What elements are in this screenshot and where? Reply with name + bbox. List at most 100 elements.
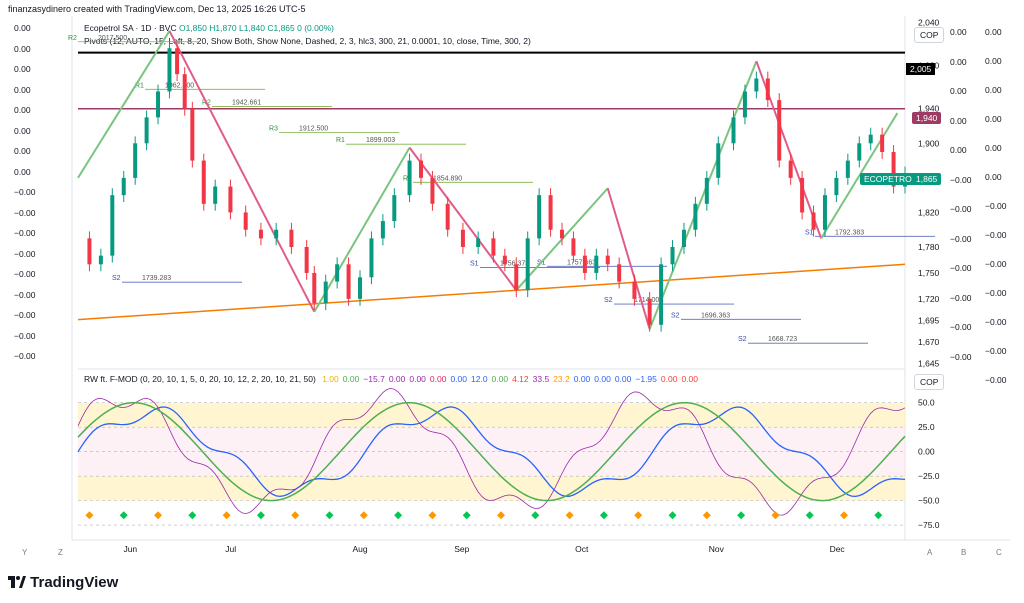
zigzag-segment [77, 30, 171, 179]
time-tick-label: Aug [352, 544, 367, 554]
pivots-legend[interactable]: Pivots (12, AUTO, 15, Left, 8, 20, Show … [84, 36, 531, 46]
oscillator-blue-line [77, 406, 906, 498]
signal-diamond [188, 511, 197, 520]
control-b[interactable]: B [961, 548, 967, 557]
outer-scale-label: −0.00 [985, 346, 1007, 356]
candle-body [548, 195, 553, 230]
oscillator-tick-label: 50.0 [918, 398, 935, 408]
outer-scale-label: 0.00 [985, 56, 1002, 66]
oscillator-value: −15.7 [363, 374, 385, 384]
candle-body [777, 100, 782, 161]
oscillator-value: 0.00 [409, 374, 426, 384]
candle-body [201, 160, 206, 204]
pivot-value: 1757.663 [567, 259, 596, 266]
oscillator-value: 0.00 [450, 374, 467, 384]
oscillator-value: 0.00 [429, 374, 447, 384]
candle-body [670, 247, 675, 265]
credit-line: finanzasydinero created with TradingView… [8, 4, 306, 14]
signal-diamond [119, 511, 128, 520]
zigzag-segment [313, 147, 411, 313]
outer-scale-label: −0.00 [14, 207, 36, 218]
control-c[interactable]: C [996, 548, 1002, 557]
outer-scale-label: −0.00 [950, 174, 972, 185]
outer-scale-label: −0.00 [14, 289, 36, 300]
oscillator-value: 0.00 [573, 374, 591, 384]
oscillator-tick-label: −25.0 [918, 471, 940, 481]
control-z[interactable]: Z [58, 548, 63, 557]
pivot-value: 1942.661 [232, 99, 261, 106]
signal-diamond [771, 511, 780, 520]
pink-level-badge: 1,940 [912, 112, 942, 124]
pivot-value: 1739.283 [142, 275, 171, 282]
tradingview-logo[interactable]: TradingView [8, 574, 118, 591]
pivot-value: 1668.723 [768, 336, 797, 343]
outer-scale-label: −0.00 [985, 317, 1007, 327]
signal-diamond [428, 511, 437, 520]
candle-body [525, 238, 530, 291]
outer-scale-label: −0.00 [985, 259, 1007, 269]
pivot-value: 2017.500 [98, 35, 127, 42]
pivot-value: 1696.363 [701, 312, 730, 319]
candle-body [392, 195, 397, 222]
oscillator-value: 0.00 [342, 374, 360, 384]
candle-body [312, 272, 317, 304]
candle-body [175, 48, 180, 75]
currency-button-lower[interactable]: COP [914, 374, 945, 390]
candle-body [133, 143, 138, 178]
candle-body [502, 255, 507, 265]
candle-body [167, 48, 172, 92]
candle-body [681, 229, 686, 248]
signal-diamond [805, 511, 814, 520]
outer-scale-label: 0.00 [985, 172, 1002, 182]
currency-button[interactable]: COP [914, 27, 945, 43]
oscillator-tick-label: −50.0 [918, 496, 940, 506]
symbol-legend[interactable]: Ecopetrol SA · 1D · BVC O1,850 H1,870 L1… [84, 23, 334, 33]
outer-scale-label: 0.00 [14, 43, 31, 54]
symbol-title: Ecopetrol SA · 1D · BVC [84, 23, 177, 33]
oscillator-value: 33.5 [532, 374, 550, 384]
candle-body [304, 247, 309, 273]
candle-body [258, 229, 263, 239]
oscillator-value: −1.95 [635, 374, 657, 384]
price-tick-label: 1,940 [918, 104, 940, 114]
pivot-value: 1792.383 [835, 229, 864, 236]
candle-body [445, 203, 450, 230]
signal-diamond [565, 511, 574, 520]
oscillator-value: 0.00 [681, 374, 698, 384]
oscillator-tick-label: 0.00 [918, 447, 935, 457]
outer-scale-label: 0.00 [985, 143, 1002, 153]
price-tick-label: 1,645 [918, 359, 940, 369]
candle-body [891, 151, 896, 187]
signal-diamond [462, 511, 471, 520]
outer-scale-label: −0.00 [14, 310, 36, 320]
signal-diamond [291, 511, 300, 520]
candle-body [87, 238, 92, 265]
time-tick-label: Sep [454, 544, 469, 554]
oscillator-legend[interactable]: RW ft. F-MOD (0, 20, 10, 1, 5, 0, 20, 10… [84, 374, 698, 384]
outer-scale-label: 0.00 [14, 125, 31, 136]
control-y[interactable]: Y [22, 548, 28, 557]
pivot-label: S2 [604, 297, 613, 304]
price-tick-label: 1,670 [918, 337, 940, 347]
candle-body [407, 160, 412, 196]
candle-body [418, 160, 423, 178]
pivot-label: S2 [738, 336, 747, 343]
time-tick-label: Nov [709, 544, 725, 554]
candle-body [380, 221, 385, 239]
candle-body [834, 177, 839, 196]
outer-scale-label: −0.00 [950, 263, 972, 273]
outer-scale-label: −0.00 [985, 288, 1007, 298]
candle-body [857, 143, 862, 161]
outer-scale-label: 0.00 [14, 105, 31, 115]
outer-scale-label: 0.00 [985, 114, 1002, 124]
outer-scale-label: 0.00 [950, 27, 967, 37]
outer-scale-label: 0.00 [14, 146, 31, 156]
pivot-label: S1 [470, 260, 479, 267]
control-a[interactable]: A [927, 548, 933, 557]
outer-scale-label: −0.00 [14, 228, 36, 238]
outer-scale-label: −0.00 [950, 351, 972, 362]
zigzag-segment [168, 30, 316, 313]
pivot-value: 1756.373 [500, 260, 529, 267]
outer-scale-label: −0.00 [14, 351, 36, 361]
